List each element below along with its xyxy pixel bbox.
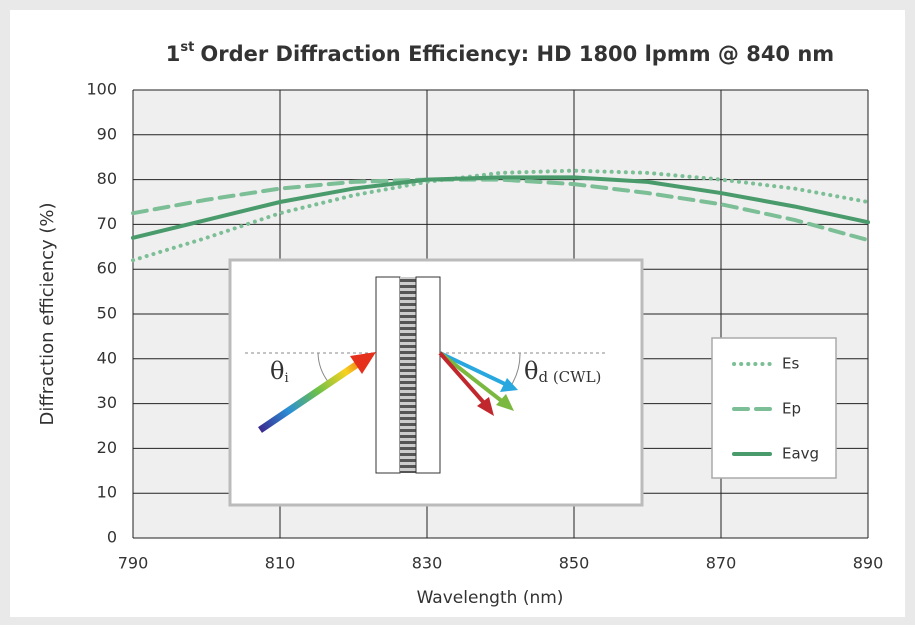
x-tick-label: 870 (706, 554, 737, 573)
legend-label: Eavg (782, 445, 819, 463)
x-tick-label: 790 (118, 554, 149, 573)
y-tick-label: 50 (97, 304, 117, 323)
y-tick-label: 0 (107, 528, 117, 547)
y-tick-label: 80 (97, 169, 117, 188)
y-tick-label: 20 (97, 438, 117, 457)
inset-diagram: θi θd (CWL) (228, 258, 644, 507)
y-tick-label: 40 (97, 348, 117, 367)
x-tick-label: 810 (265, 554, 296, 573)
series-line (131, 168, 870, 263)
y-tick-label: 60 (97, 259, 117, 278)
legend-label: Ep (782, 400, 801, 418)
y-tick-label: 90 (97, 124, 117, 143)
y-tick-label: 100 (86, 80, 117, 99)
x-tick-label: 830 (412, 554, 443, 573)
y-tick-label: 70 (97, 214, 117, 233)
y-tick-label: 30 (97, 393, 117, 412)
y-tick-label: 10 (97, 483, 117, 502)
y-axis-label: Diffraction efficiency (%) (37, 202, 58, 425)
chart-title: 1st Order Diffraction Efficiency: HD 1800… (166, 40, 834, 67)
x-axis-label: Wavelength (nm) (417, 588, 564, 608)
diffracted-angle: θd (CWL) (524, 357, 601, 387)
x-tick-label: 850 (559, 554, 590, 573)
incident-angle: θi (270, 357, 289, 386)
series-line (131, 177, 870, 243)
series-line (131, 175, 870, 240)
legend-label: Es (782, 355, 799, 373)
x-tick-label: 890 (853, 554, 884, 573)
